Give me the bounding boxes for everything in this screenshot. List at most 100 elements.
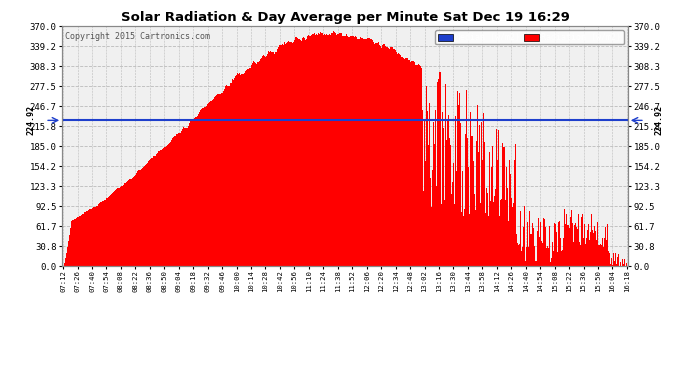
Bar bbox=[241, 74, 242, 266]
Bar bbox=[431, 207, 432, 266]
Bar bbox=[453, 164, 454, 266]
Bar bbox=[358, 39, 359, 266]
Bar bbox=[333, 31, 334, 266]
Bar bbox=[527, 222, 529, 266]
Bar bbox=[459, 93, 460, 266]
Bar bbox=[101, 202, 102, 266]
Bar bbox=[196, 117, 197, 266]
Bar bbox=[231, 82, 232, 266]
Bar bbox=[611, 258, 612, 266]
Bar bbox=[94, 207, 95, 266]
Bar bbox=[522, 247, 523, 266]
Bar bbox=[561, 251, 562, 266]
Bar bbox=[529, 211, 531, 266]
Bar bbox=[411, 61, 412, 266]
Bar bbox=[432, 170, 433, 266]
Bar bbox=[366, 39, 367, 266]
Bar bbox=[498, 130, 500, 266]
Bar bbox=[353, 36, 354, 266]
Bar bbox=[381, 48, 382, 266]
Bar bbox=[274, 54, 275, 266]
Bar bbox=[424, 119, 425, 266]
Bar bbox=[518, 245, 519, 266]
Bar bbox=[586, 238, 587, 266]
Bar bbox=[579, 242, 580, 266]
Bar bbox=[105, 200, 106, 266]
Bar bbox=[246, 70, 248, 266]
Bar bbox=[128, 180, 129, 266]
Bar bbox=[284, 44, 286, 266]
Bar bbox=[151, 158, 152, 266]
Bar bbox=[206, 106, 207, 266]
Bar bbox=[550, 261, 551, 266]
Bar bbox=[538, 218, 539, 266]
Bar bbox=[544, 219, 545, 266]
Bar bbox=[375, 43, 377, 266]
Bar bbox=[582, 214, 583, 266]
Bar bbox=[482, 160, 483, 266]
Bar bbox=[553, 251, 554, 266]
Bar bbox=[421, 68, 422, 266]
Bar bbox=[67, 248, 68, 266]
Bar bbox=[323, 35, 324, 266]
Bar bbox=[179, 133, 180, 266]
Bar bbox=[422, 110, 423, 266]
Bar bbox=[390, 47, 391, 266]
Bar bbox=[487, 193, 488, 266]
Bar bbox=[516, 234, 517, 266]
Bar bbox=[236, 75, 237, 266]
Bar bbox=[126, 182, 127, 266]
Bar bbox=[350, 36, 351, 266]
Bar bbox=[265, 57, 266, 266]
Bar bbox=[219, 93, 221, 266]
Bar bbox=[612, 265, 613, 266]
Bar bbox=[134, 176, 135, 266]
Bar bbox=[238, 74, 239, 266]
Bar bbox=[436, 186, 437, 266]
Bar bbox=[566, 214, 567, 266]
Bar bbox=[547, 246, 548, 266]
Bar bbox=[521, 251, 522, 266]
Bar bbox=[167, 145, 168, 266]
Bar bbox=[96, 207, 97, 266]
Bar bbox=[462, 171, 463, 266]
Bar bbox=[514, 160, 515, 266]
Bar bbox=[199, 112, 200, 266]
Bar bbox=[398, 53, 400, 266]
Bar bbox=[149, 159, 150, 266]
Bar bbox=[331, 33, 332, 266]
Bar bbox=[383, 44, 384, 266]
Bar bbox=[132, 177, 134, 266]
Bar bbox=[269, 52, 270, 266]
Bar bbox=[303, 37, 304, 266]
Bar bbox=[107, 198, 108, 266]
Bar bbox=[257, 62, 258, 266]
Bar bbox=[495, 189, 496, 266]
Bar bbox=[371, 39, 373, 266]
Bar bbox=[377, 42, 379, 266]
Bar bbox=[144, 166, 145, 266]
Bar bbox=[298, 39, 299, 266]
Bar bbox=[554, 222, 555, 266]
Bar bbox=[63, 263, 65, 266]
Bar bbox=[103, 201, 104, 266]
Bar bbox=[125, 183, 126, 266]
Bar bbox=[484, 142, 485, 266]
Bar bbox=[121, 186, 123, 266]
Bar bbox=[202, 108, 203, 266]
Bar bbox=[414, 62, 415, 266]
Bar bbox=[367, 39, 368, 266]
Bar bbox=[592, 230, 593, 266]
Bar bbox=[79, 216, 80, 266]
Bar bbox=[493, 202, 494, 266]
Bar bbox=[266, 56, 267, 266]
Bar bbox=[558, 222, 559, 266]
Bar bbox=[513, 203, 514, 266]
Bar bbox=[210, 101, 211, 266]
Bar bbox=[608, 251, 609, 266]
Bar bbox=[469, 214, 471, 266]
Bar bbox=[242, 75, 244, 266]
Bar bbox=[141, 170, 142, 266]
Bar bbox=[90, 209, 92, 266]
Bar bbox=[215, 96, 217, 266]
